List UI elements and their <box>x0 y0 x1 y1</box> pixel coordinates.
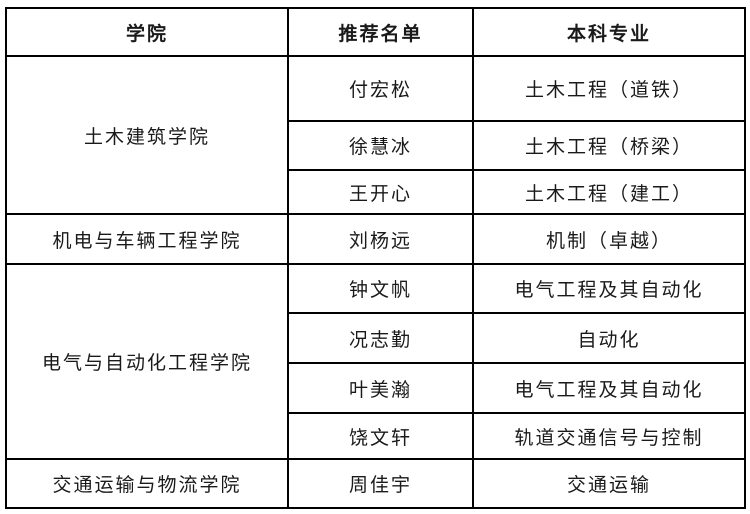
college-cell-electrical: 电气与自动化工程学院 <box>5 263 289 460</box>
table-row: 饶文轩 轨道交通信号与控制 <box>6 412 746 460</box>
student-name-cell: 徐慧冰 <box>287 120 474 171</box>
student-name-cell: 王开心 <box>287 169 474 215</box>
column-header-undergrad-major: 本科专业 <box>472 7 746 57</box>
major-cell: 电气工程及其自动化 <box>472 263 746 314</box>
column-header-recommend-list: 推荐名单 <box>287 7 474 57</box>
table-row: 电气与自动化工程学院 钟文帆 电气工程及其自动化 <box>5 263 746 460</box>
major-cell: 土木工程（建工） <box>472 169 746 215</box>
student-name-cell: 周佳宇 <box>287 458 474 509</box>
student-name-cell: 叶美瀚 <box>287 362 474 414</box>
table-row: 交通运输与物流学院 周佳宇 交通运输 <box>5 458 746 509</box>
college-cell-mechatronics: 机电与车辆工程学院 <box>5 213 289 265</box>
major-cell: 土木工程（桥梁） <box>472 120 746 171</box>
table-row: 叶美瀚 电气工程及其自动化 <box>6 362 746 414</box>
table-row: 土木建筑学院 付宏松 土木工程（道铁） <box>5 55 746 215</box>
major-cell: 自动化 <box>472 312 746 364</box>
college-cell-transportation: 交通运输与物流学院 <box>5 458 289 509</box>
student-name-cell: 钟文帆 <box>287 263 474 314</box>
column-header-college: 学院 <box>5 7 289 57</box>
table-row: 机电与车辆工程学院 刘杨远 机制（卓越） <box>5 213 746 265</box>
table-row: 徐慧冰 土木工程（桥梁） <box>6 120 746 171</box>
recommendation-table: 学院 推荐名单 本科专业 土木建筑学院 付宏松 土木工程（道铁） 徐慧冰 土木工… <box>5 7 746 509</box>
table-row: 况志勤 自动化 <box>6 312 746 364</box>
student-name-cell: 刘杨远 <box>287 213 474 265</box>
header-row: 学院 推荐名单 本科专业 <box>5 7 746 57</box>
student-name-cell: 付宏松 <box>287 55 474 122</box>
major-cell: 交通运输 <box>472 458 746 509</box>
student-name-cell: 况志勤 <box>287 312 474 364</box>
major-cell: 土木工程（道铁） <box>472 55 746 122</box>
table-row: 王开心 土木工程（建工） <box>6 169 746 215</box>
major-cell: 轨道交通信号与控制 <box>472 412 746 460</box>
student-name-cell: 饶文轩 <box>287 412 474 460</box>
major-cell: 电气工程及其自动化 <box>472 362 746 414</box>
college-cell-civil: 土木建筑学院 <box>5 55 289 215</box>
major-cell: 机制（卓越） <box>472 213 746 265</box>
